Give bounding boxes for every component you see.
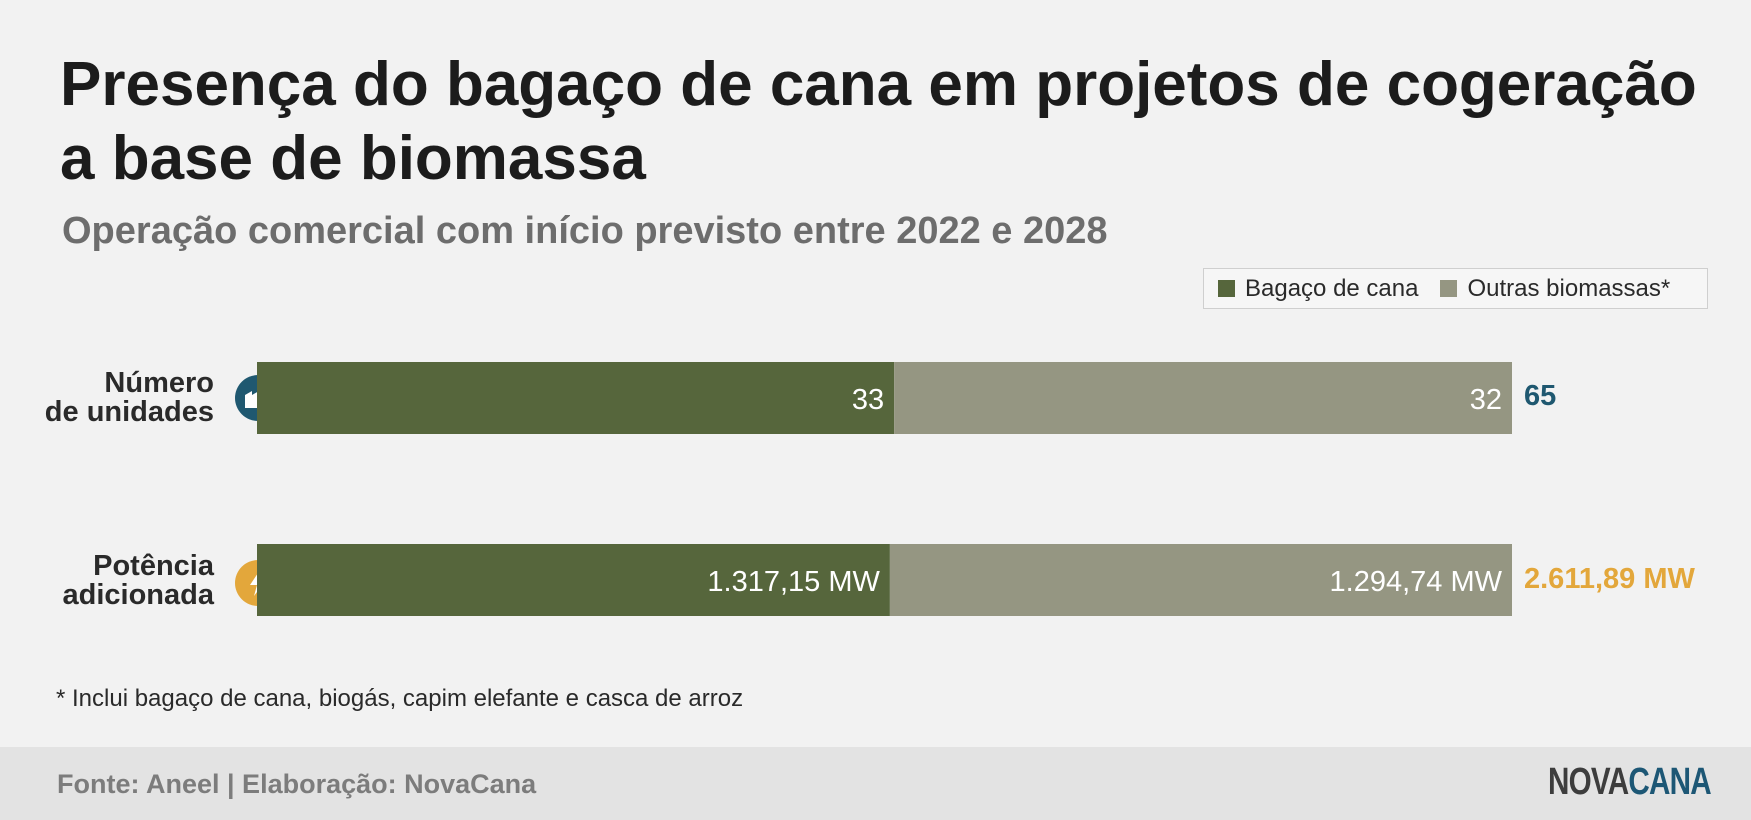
bar-value-label-bagaco-1: 33 — [852, 384, 884, 416]
total-potencia: 2.611,89 MW — [1524, 563, 1695, 595]
bar-segment-outras-1 — [894, 362, 1512, 434]
legend-item-outras: Outras biomassas* — [1440, 275, 1670, 303]
novacana-logo: NOVACANA — [1548, 761, 1712, 804]
row-label-unidades-line2: de unidades — [44, 396, 214, 428]
bar-segment-outras-2 — [889, 544, 1512, 616]
logo-part-cana: CANA — [1628, 761, 1711, 803]
legend-item-bagaco: Bagaço de cana — [1218, 275, 1418, 303]
legend: Bagaço de cana Outras biomassas* — [1203, 268, 1708, 309]
chart-title: Presença do bagaço de cana em projetos d… — [60, 50, 1697, 193]
total-unidades: 65 — [1524, 380, 1557, 412]
footer-bar: Fonte: Aneel | Elaboração: NovaCana NOVA… — [0, 747, 1751, 820]
legend-swatch-bagaco — [1218, 280, 1235, 297]
row-label-potencia-line2: adicionada — [62, 579, 215, 611]
bar-value-label-outras-1: 32 — [1470, 384, 1502, 416]
legend-label-bagaco: Bagaço de cana — [1245, 274, 1419, 302]
row-label-unidades: Número de unidades — [45, 369, 214, 427]
bar-value-label-outras-2: 1.294,74 MW — [1330, 566, 1503, 598]
row-label-potencia: Potência adicionada — [63, 552, 215, 610]
bar-segment-bagaco-2 — [257, 544, 890, 616]
bar-value-label-bagaco-2: 1.317,15 MW — [707, 566, 880, 598]
bar-segment-bagaco-1 — [257, 362, 895, 434]
row-label-potencia-line1: Potência — [93, 550, 214, 582]
logo-part-nova: NOVA — [1548, 761, 1629, 803]
legend-swatch-outras — [1440, 280, 1458, 297]
footnote: * Inclui bagaço de cana, biogás, capim e… — [56, 685, 744, 712]
legend-label-outras: Outras biomassas* — [1467, 274, 1671, 302]
chart-subtitle: Operação comercial com início previsto e… — [62, 210, 1108, 252]
source-credit: Fonte: Aneel | Elaboração: NovaCana — [57, 769, 537, 799]
row-label-unidades-line1: Número — [104, 367, 214, 399]
